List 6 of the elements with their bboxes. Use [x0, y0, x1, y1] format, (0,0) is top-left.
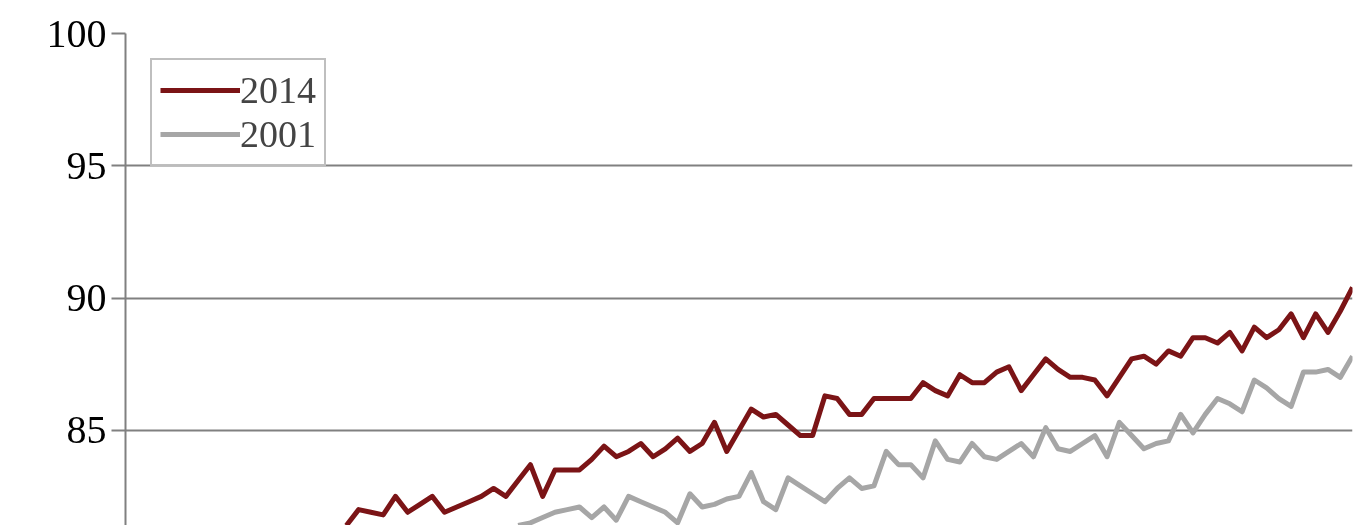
- y-tick-label: 90: [66, 275, 107, 321]
- legend-label: 2014: [240, 68, 316, 112]
- y-tick-label: 100: [46, 10, 107, 56]
- y-tick-label: 95: [66, 142, 107, 188]
- legend-label: 2001: [240, 112, 316, 156]
- y-tick-label: 85: [66, 407, 107, 453]
